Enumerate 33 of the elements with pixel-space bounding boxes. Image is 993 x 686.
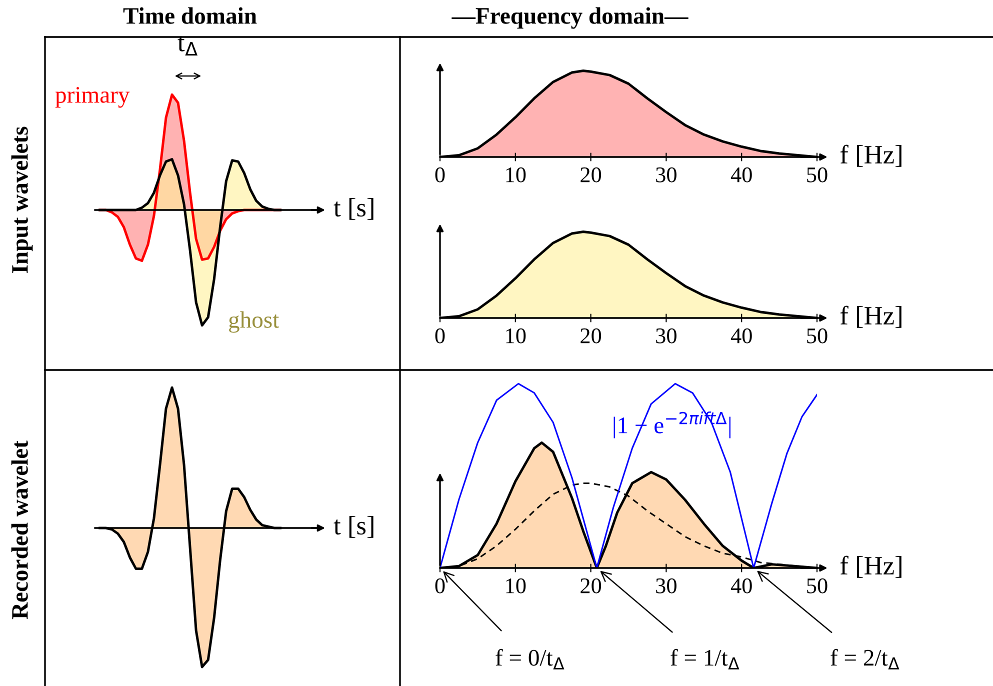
- annotation: f = 2/t$_{Δ}$: [830, 648, 900, 670]
- x-tick-label: 10: [506, 578, 526, 594]
- x-tick-label: 20: [580, 328, 602, 344]
- x-tick-label: 30: [656, 328, 676, 344]
- x-tick-label: 40: [730, 167, 752, 182]
- chart-title: —Frequency domain—: [452, 7, 688, 29]
- x-tick-label: 50: [807, 328, 828, 344]
- y-axis-title: Input wavelets: [11, 126, 33, 273]
- x-tick-label: 20: [580, 578, 602, 594]
- annotation: f = 1/t$_{Δ}$: [670, 648, 740, 670]
- x-axis-title: f [Hz]: [840, 556, 902, 578]
- x-tick-label: 0: [435, 328, 445, 344]
- chart-title: Time domain: [123, 7, 257, 24]
- x-tick-label: 10: [506, 328, 526, 344]
- x-tick-label: 0: [435, 578, 445, 594]
- series-label: ghost: [229, 311, 280, 333]
- y-axis-title: Recorded wavelet: [11, 440, 28, 620]
- x-tick-label: 40: [730, 578, 752, 594]
- x-axis-title: f [Hz]: [840, 306, 902, 328]
- series-label: primary: [55, 86, 130, 108]
- x-tick-label: 30: [656, 578, 676, 594]
- x-axis-title: t [s]: [334, 198, 374, 220]
- x-axis-title: t [s]: [334, 516, 374, 538]
- x-tick-label: 10: [506, 167, 526, 182]
- text: t$_{Δ}$: [178, 36, 198, 56]
- x-tick-label: 30: [656, 167, 676, 182]
- x-tick-label: 40: [730, 328, 752, 344]
- x-axis-title: f [Hz]: [840, 144, 902, 167]
- x-tick-label: 50: [807, 167, 828, 182]
- x-tick-label: 20: [580, 167, 602, 182]
- annotation: f = 0/t$_{Δ}$: [496, 648, 564, 670]
- x-tick-label: 50: [807, 578, 828, 594]
- x-tick-label: 0: [435, 167, 445, 182]
